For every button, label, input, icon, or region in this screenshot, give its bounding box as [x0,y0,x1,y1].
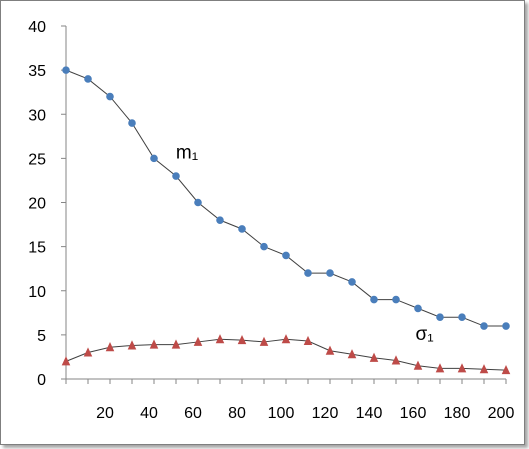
y-tick-label: 40 [28,19,46,36]
series-markers [61,66,511,375]
x-tick-label: 120 [312,405,339,422]
y-tick-label: 5 [37,328,46,345]
x-tick-label: 100 [268,405,295,422]
series-1-point [84,75,92,83]
x-tick-label: 40 [140,405,158,422]
series-1-point [304,269,312,277]
series-2-point [457,363,467,373]
series-2-point [391,355,401,365]
series-2-point [303,335,313,346]
x-tick-label: 200 [488,405,515,422]
series-1-point [458,313,466,322]
y-tick-label: 25 [28,151,46,168]
series-2-point [127,340,137,350]
y-tick-labels: 0 5 10 15 20 25 30 35 40 [28,19,46,389]
series-1-point [194,198,202,207]
series-1-point [216,216,224,224]
annotations: m₁ σ₁ [176,142,434,345]
series-1-point [436,313,444,322]
series-2-point [61,356,71,366]
y-tick-label: 30 [28,107,46,124]
series-1-point [326,269,334,277]
series-1-point [260,242,268,251]
series-annotation-label: σ₁ [416,324,434,345]
series-1-point [282,251,290,260]
series-2-point [237,334,247,345]
series-2-point [413,360,423,370]
y-tick-label: 10 [28,284,46,301]
series-2-point [171,339,181,349]
series-2-point [83,347,93,357]
series-1-point [128,119,136,127]
series-1-point [502,322,510,330]
series-2-point [325,345,335,355]
series-1-point [150,154,158,163]
x-tick-label: 80 [228,405,246,422]
x-tick-label: 60 [184,405,202,422]
y-tick-label: 15 [28,240,46,257]
y-tick-label: 20 [28,196,46,213]
series-1-point [238,225,246,233]
series-1-point [106,92,114,101]
series-1-point [348,278,356,286]
series-2-point [347,349,357,359]
series-2-point [149,339,159,349]
series-2-point [193,336,203,346]
series-1-point [414,304,422,313]
y-tick-label: 35 [28,63,46,80]
series-2-point [105,342,115,352]
y-tick-label: 0 [37,372,46,389]
series-1-point [172,172,180,180]
series-lines [65,69,507,371]
x-tick-labels: 20 40 60 80 100 120 140 160 180 200 [96,405,514,422]
series-2-point [501,364,511,375]
x-tick-label: 180 [444,405,471,422]
series-annotation-label: m₁ [176,142,198,163]
x-tick-label: 140 [356,405,383,422]
series-2-point [281,334,291,344]
series-1-point [480,322,488,330]
series-1-line [65,69,506,327]
axes [61,25,507,384]
series-2-point [435,363,445,373]
x-tick-label: 20 [96,405,114,422]
series-2-point [369,352,379,362]
series-1-point [392,295,400,304]
series-2-point [479,364,489,374]
series-1-point [370,295,378,304]
series-1-point [62,66,70,74]
series-2-point [215,334,225,344]
series-2-point [259,336,269,346]
x-tick-label: 160 [400,405,427,422]
